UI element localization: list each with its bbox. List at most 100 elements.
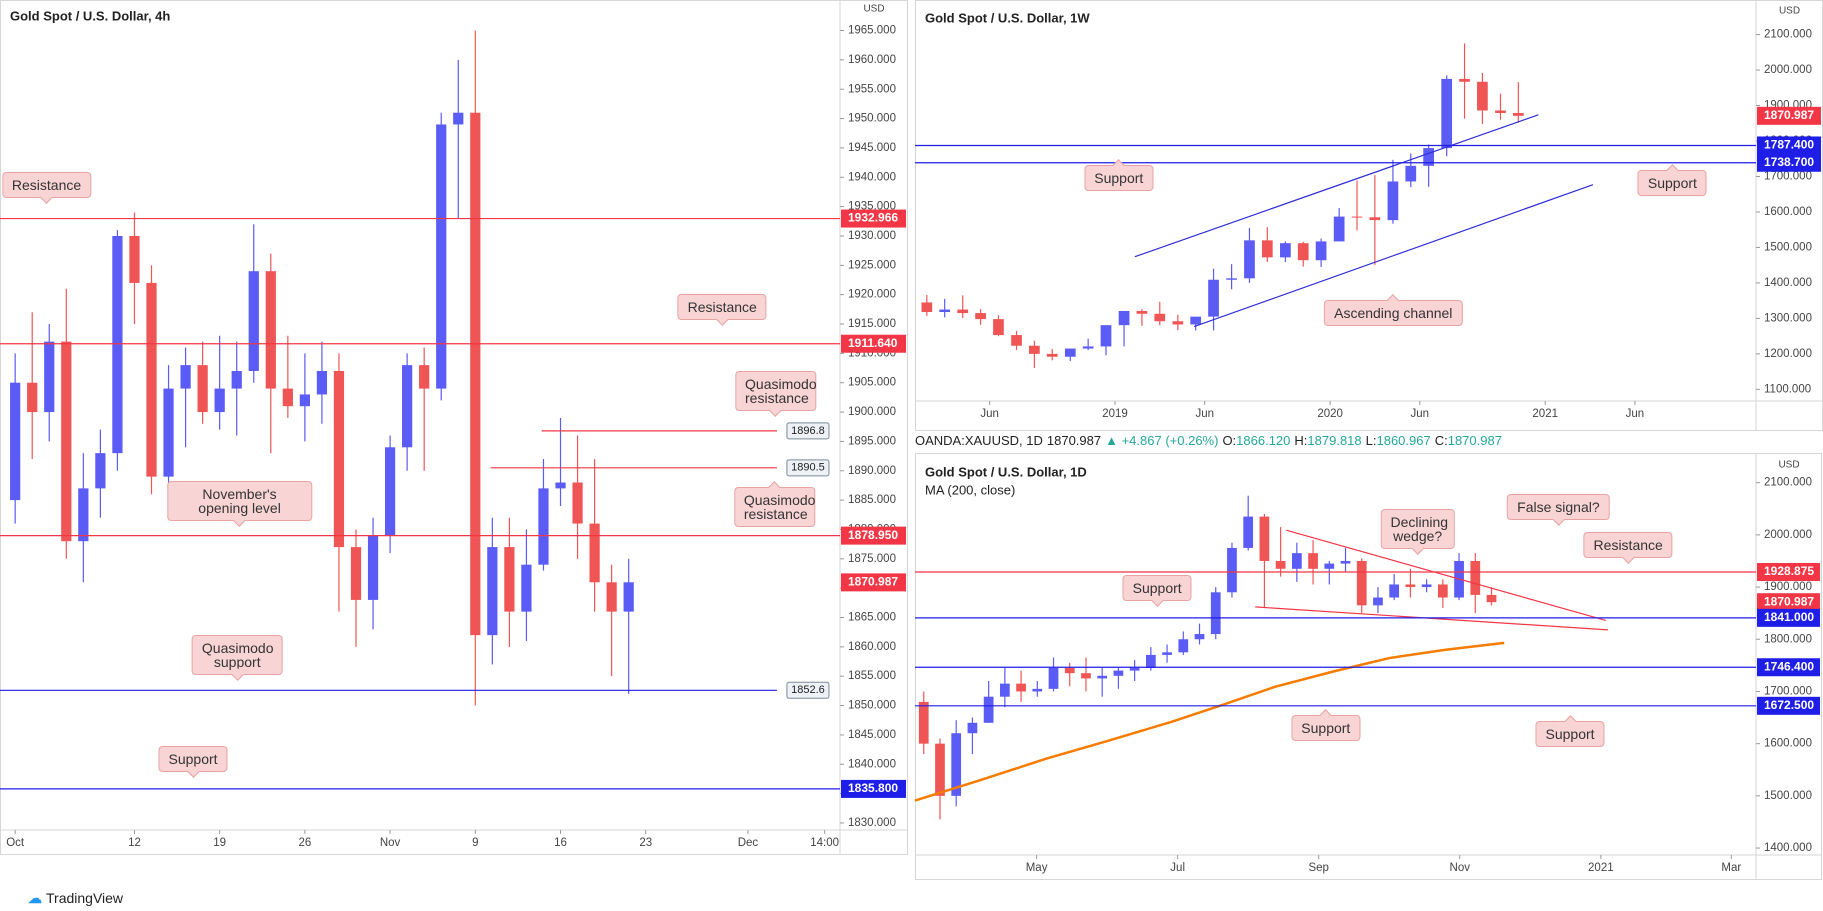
- price-label-box: [1757, 696, 1820, 715]
- candle-body: [1275, 560, 1286, 569]
- candle-body: [470, 112, 481, 636]
- y-tick-label: 1900.000: [848, 406, 896, 418]
- candle-body: [1227, 547, 1237, 593]
- panel: [0, 0, 908, 855]
- candle-body: [1129, 667, 1140, 671]
- candle-body: [921, 302, 933, 313]
- y-tick-label: 1950.000: [848, 113, 896, 125]
- level-note-box: [786, 422, 830, 440]
- candle-body: [487, 547, 498, 636]
- candle-body: [1194, 634, 1205, 640]
- candle-body: [1226, 278, 1237, 280]
- panel: [915, 0, 1823, 431]
- x-tick-label: Jun: [1411, 408, 1430, 420]
- chart-subtitle: MA (200, close): [925, 482, 1015, 497]
- y-tick-label: 1885.000: [848, 494, 896, 506]
- annotation: November's opening level: [166, 481, 313, 522]
- candle-body: [1081, 673, 1091, 679]
- price-label-box: [1757, 608, 1820, 627]
- x-tick-label: Sep: [1308, 862, 1328, 874]
- price-label-box: [841, 209, 906, 228]
- ohlc-value: 1870.987: [1447, 433, 1502, 448]
- price-label: 1672.500: [1764, 698, 1814, 712]
- candle-body: [1032, 688, 1043, 692]
- y-tick-label: 1920.000: [848, 289, 896, 301]
- candle-body: [1208, 279, 1219, 317]
- candle-body: [1210, 592, 1221, 635]
- y-tick-label: 1890.000: [848, 465, 896, 477]
- annotation: Support: [1535, 720, 1605, 747]
- candle-body: [1459, 78, 1470, 82]
- y-tick-label: 2000.000: [1764, 64, 1812, 76]
- candle-body: [129, 235, 140, 283]
- candle-body: [1243, 516, 1254, 548]
- candle-body: [1308, 553, 1318, 569]
- candle-body: [95, 453, 106, 489]
- candle-body: [78, 488, 89, 542]
- moving-average: [914, 641, 1505, 802]
- candle-body: [453, 112, 464, 125]
- candle-body: [521, 564, 532, 612]
- x-tick-label: 12: [128, 837, 141, 849]
- x-tick-label: Nov: [1450, 862, 1471, 874]
- annotation: Support: [1637, 169, 1707, 196]
- candle-body: [436, 124, 447, 389]
- brand: TradingView: [46, 890, 124, 906]
- candle-body: [1351, 216, 1363, 218]
- level-note: 1890.5: [791, 462, 825, 474]
- candle-body: [967, 722, 978, 734]
- candle-body: [1324, 563, 1335, 569]
- candle-body: [983, 696, 994, 723]
- candle-body: [1333, 216, 1345, 242]
- candle-body: [1016, 683, 1026, 692]
- ohlc-value: 1860.967: [1376, 433, 1431, 448]
- y-tick-label: 1850.000: [848, 700, 896, 712]
- ohlc-label: O:: [1222, 433, 1237, 448]
- candle-body: [589, 523, 600, 583]
- chart-title: Gold Spot / U.S. Dollar, 1D: [925, 464, 1087, 479]
- chart-title: Gold Spot / U.S. Dollar, 1W: [925, 10, 1090, 25]
- x-tick-label: 16: [554, 837, 567, 849]
- candle-body: [1100, 325, 1112, 347]
- level-note-box: [786, 459, 830, 477]
- candle-body: [1136, 310, 1148, 314]
- candle-body: [402, 365, 413, 448]
- candle-body: [27, 382, 38, 413]
- y-tick-label: 1100.000: [1764, 383, 1811, 395]
- level-note: 1896.8: [791, 425, 825, 437]
- y-tick-label: 1860.000: [848, 641, 896, 653]
- price-label: 1835.800: [848, 781, 898, 795]
- annotation: Support: [158, 746, 228, 773]
- y-tick-label: 1955.000: [848, 83, 896, 95]
- candle-body: [1315, 241, 1327, 261]
- y-tick-label: 1840.000: [848, 758, 896, 770]
- x-tick-label: Nov: [380, 837, 401, 849]
- candle-body: [1113, 670, 1124, 676]
- price-label-box: [1757, 593, 1820, 612]
- candle-body: [384, 447, 396, 536]
- candle-body: [1011, 335, 1022, 346]
- candle-body: [1405, 165, 1417, 182]
- candle-body: [1244, 240, 1255, 279]
- y-tick-label: 1925.000: [848, 259, 896, 271]
- candle-body: [1495, 110, 1506, 113]
- candle-body: [1178, 639, 1189, 653]
- candle-body: [1441, 78, 1453, 149]
- candle-body: [999, 683, 1010, 697]
- trendline: [1193, 184, 1594, 328]
- candle-body: [1297, 243, 1309, 261]
- candle-body: [1064, 348, 1076, 357]
- price-label-box: [1757, 658, 1820, 677]
- candle-body: [623, 582, 634, 612]
- candle-body: [538, 488, 549, 565]
- x-tick-label: 14:00: [810, 837, 839, 849]
- ohlc-label: H:: [1294, 433, 1308, 448]
- y-tick-label: 2100.000: [1764, 477, 1812, 489]
- candle-body: [939, 309, 951, 313]
- y-tick-label: 1400.000: [1764, 277, 1812, 289]
- unit-label: USD: [863, 4, 884, 15]
- y-tick-label: 1865.000: [848, 612, 896, 624]
- price-label-box: [841, 526, 906, 545]
- y-tick-label: 1800.000: [1764, 633, 1812, 645]
